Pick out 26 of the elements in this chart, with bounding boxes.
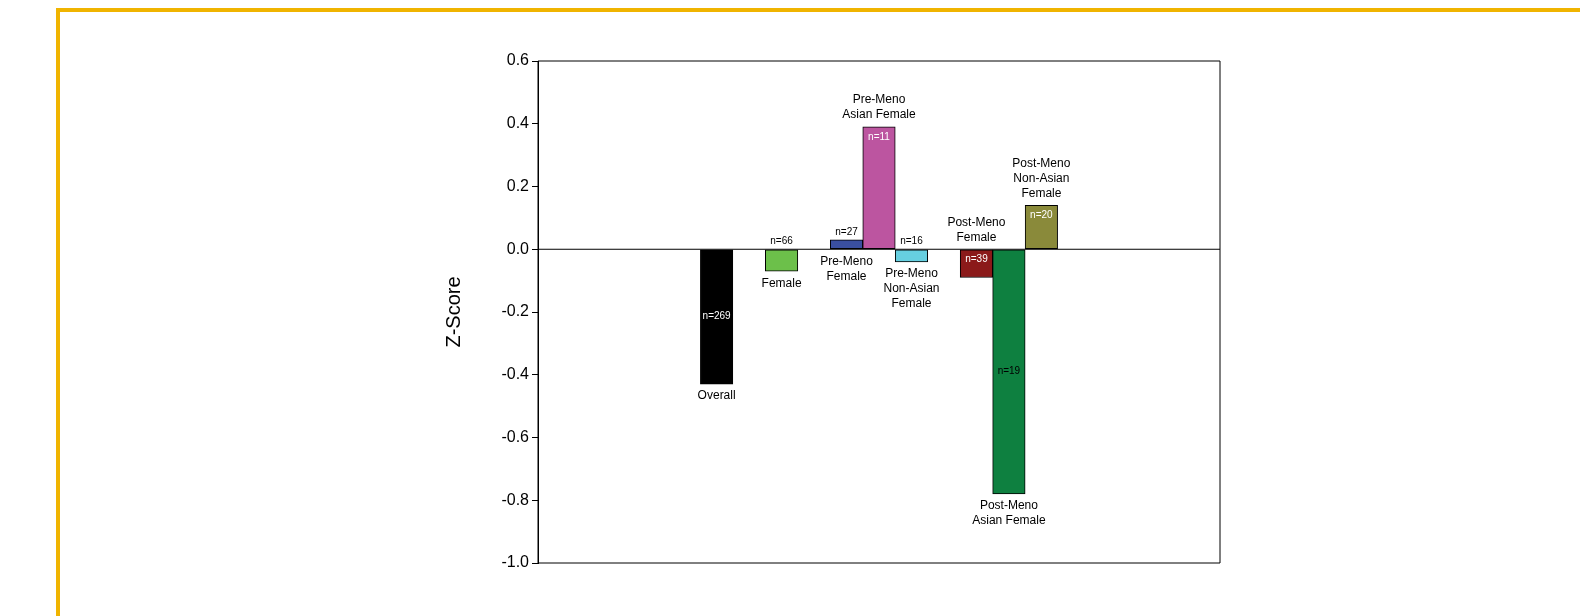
x-tick-label: Pre-Meno Asian Female xyxy=(842,92,916,122)
y-tick-label: 0.6 xyxy=(506,51,530,69)
annotation: n=269 xyxy=(702,310,732,322)
x-tick-label: Post-Meno Female xyxy=(947,214,1006,244)
y-tick-label: 0.2 xyxy=(506,176,530,194)
y-axis-title: Z-Score xyxy=(441,276,464,348)
y-tick-label: -1.0 xyxy=(501,553,530,571)
y-tick-label: -0.8 xyxy=(501,490,530,508)
y-tick-label: 0.4 xyxy=(506,114,530,132)
y-tick-label: -0.6 xyxy=(501,427,530,445)
x-tick-label: Pre-Meno Female xyxy=(820,253,874,283)
annotation: n=11 xyxy=(868,130,891,142)
annotation: n=39 xyxy=(965,253,989,264)
y-tick-label: -0.2 xyxy=(501,302,530,320)
x-tick-label: Pre-Meno Non-Asian Female xyxy=(883,266,940,311)
annotation: n=20 xyxy=(1030,209,1054,221)
annotation: n=16 xyxy=(900,235,924,246)
annotation: n=27 xyxy=(835,225,859,237)
annotation: n=66 xyxy=(770,235,794,246)
x-tick-label: Post-Meno Asian Female xyxy=(972,498,1046,528)
x-tick-label: Post-Meno Non-Asian Female xyxy=(1012,155,1071,200)
y-tick-label: 0.0 xyxy=(506,239,530,257)
annotation: n=19 xyxy=(997,365,1021,377)
x-tick-label: Overall xyxy=(697,388,736,403)
x-tick-label: Female xyxy=(761,275,802,290)
y-tick-label: -0.4 xyxy=(501,365,530,383)
